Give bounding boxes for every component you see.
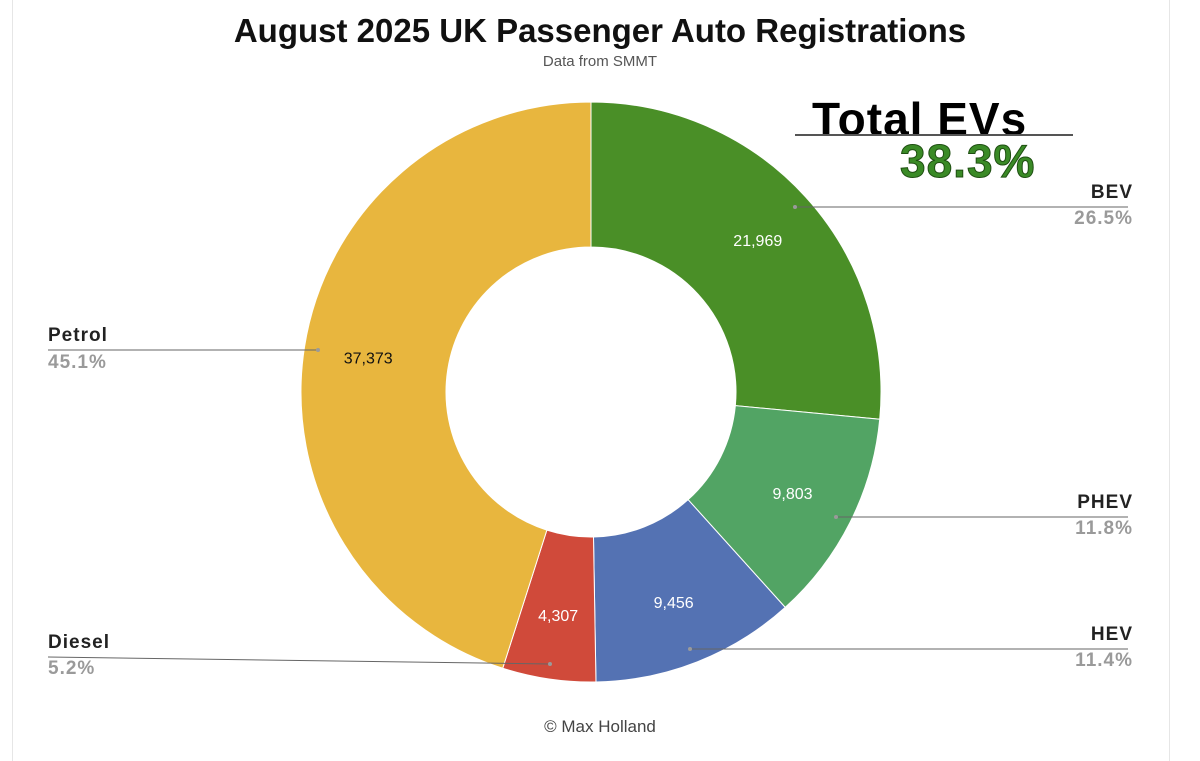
petrol-percent: 45.1%	[48, 352, 107, 373]
total-evs-rule	[795, 134, 1073, 136]
phev-label: PHEV	[1077, 492, 1133, 513]
value-label-hev: 9,456	[654, 595, 694, 612]
callout-dot-petrol	[316, 348, 320, 352]
total-evs-value: 38.3%	[899, 135, 1036, 188]
chart-frame	[12, 0, 1170, 761]
callout-dot-hev	[688, 647, 692, 651]
petrol-label: Petrol	[48, 325, 108, 346]
credit-text: © Max Holland	[544, 717, 656, 736]
total-evs-label: Total EVs	[812, 93, 1028, 145]
slice-phev	[687, 405, 881, 609]
value-label-bev: 21,969	[733, 233, 782, 250]
value-label-petrol: 37,373	[344, 350, 393, 367]
diesel-label: Diesel	[48, 632, 110, 653]
bev-label: BEV	[1090, 182, 1133, 203]
diesel-percent: 5.2%	[48, 658, 96, 679]
callout-dot-diesel	[548, 662, 552, 666]
callout-dot-bev	[793, 205, 797, 209]
slice-bev	[590, 101, 882, 420]
chart-subtitle: Data from SMMT	[542, 53, 658, 70]
hev-percent: 11.4%	[1075, 650, 1133, 671]
chart-title: August 2025 UK Passenger Auto Registrati…	[233, 12, 967, 49]
value-label-diesel: 4,307	[538, 608, 578, 625]
bev-percent: 26.5%	[1074, 208, 1133, 229]
value-label-phev: 9,803	[772, 486, 812, 503]
callout-line-diesel	[47, 656, 551, 665]
callout-dot-phev	[834, 515, 838, 519]
phev-percent: 11.8%	[1075, 518, 1133, 539]
hev-label: HEV	[1090, 624, 1133, 645]
slice-petrol	[300, 101, 592, 669]
